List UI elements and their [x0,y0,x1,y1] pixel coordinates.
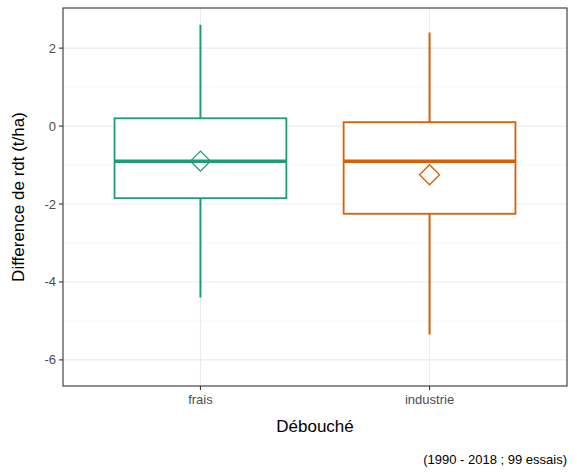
y-tick-label: -4 [44,274,56,289]
grid-line [63,281,567,282]
chart-container: -6 -4 -2 0 2 frais industrie Débouché Difference… [0,0,577,472]
mean-marker [420,165,440,185]
marks [115,25,516,335]
x-tick [200,386,201,390]
plot-background [63,8,567,386]
mean-marker [190,151,210,171]
y-tick [59,281,63,282]
x-tick [429,386,430,390]
box-group [115,25,287,298]
y-tick-label: 0 [49,119,56,134]
minor-grid-line [63,320,567,321]
y-tick [59,359,63,360]
x-tick-label: industrie [405,392,454,407]
box [115,118,287,198]
x-axis: frais industrie [188,386,454,407]
x-axis-title: Débouché [276,417,354,436]
whisker-lower [429,214,431,335]
grid-line [63,359,567,360]
minor-grid-line [63,87,567,88]
minor-grid-line [63,242,567,243]
whisker-upper [429,33,431,123]
whisker-upper [199,25,201,119]
chart-svg: -6 -4 -2 0 2 frais industrie Débouché Difference… [0,0,577,472]
y-tick-label: -2 [44,197,56,212]
y-tick [59,203,63,204]
y-axis-title: Difference de rdt (t/ha) [9,112,28,282]
y-tick-label: 2 [49,41,56,56]
y-tick [59,48,63,49]
panel-border [63,8,567,386]
x-tick-label: frais [188,392,213,407]
y-tick [59,126,63,127]
caption: (1990 - 2018 ; 99 essais) [423,452,567,467]
median [115,159,287,163]
box [344,122,516,214]
grid-line [63,48,567,49]
y-axis: -6 -4 -2 0 2 [44,41,63,368]
y-tick-label: -6 [44,352,56,367]
whisker-lower [199,198,201,297]
box-group [344,33,516,335]
grid [63,8,567,386]
median [344,159,516,163]
